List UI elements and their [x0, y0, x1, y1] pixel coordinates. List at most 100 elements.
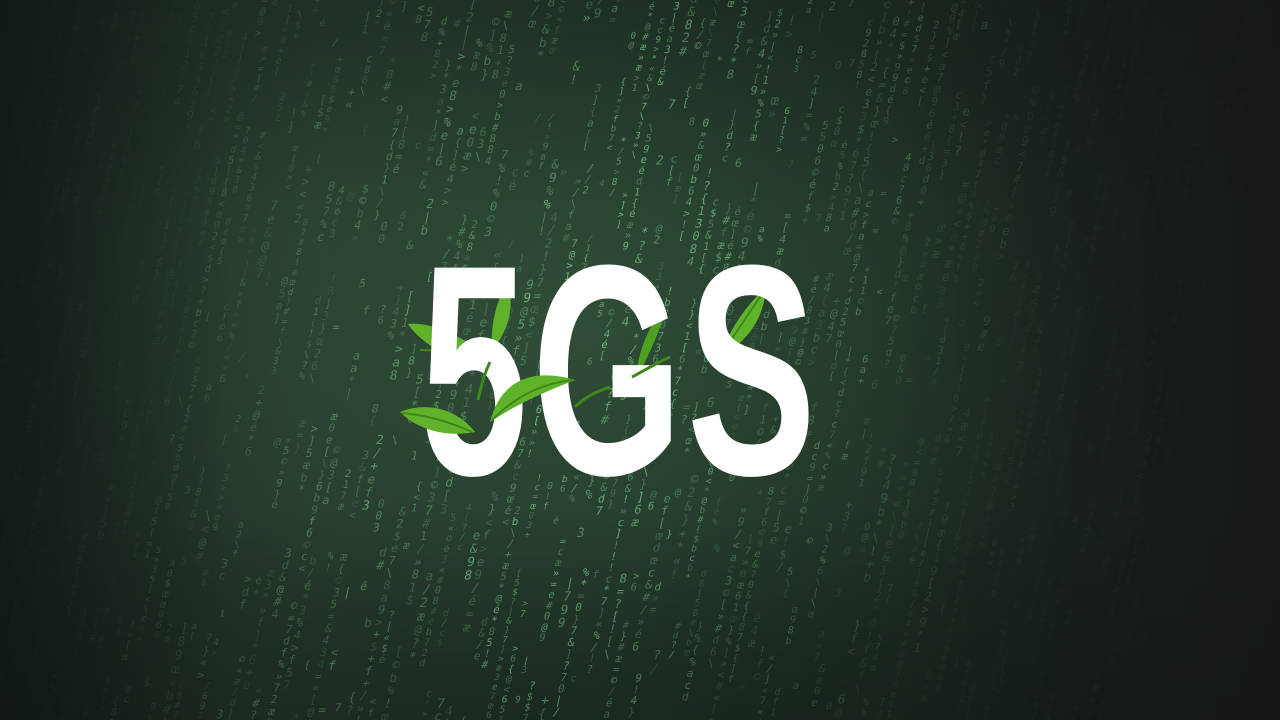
- svg-text:\: \: [1006, 17, 1014, 28]
- svg-text:|: |: [992, 696, 1001, 708]
- svg-text:>: >: [920, 603, 930, 617]
- svg-text:9: 9: [982, 314, 992, 328]
- svg-text:œ: œ: [830, 137, 840, 150]
- svg-text:f: f: [1150, 25, 1158, 36]
- svg-text:b: b: [1025, 109, 1035, 123]
- svg-text:!: !: [919, 301, 930, 316]
- svg-text:6: 6: [434, 154, 445, 169]
- svg-text:8: 8: [1192, 84, 1200, 95]
- svg-text:f: f: [591, 569, 599, 580]
- svg-text:2: 2: [1011, 66, 1020, 79]
- svg-text:&: &: [875, 91, 886, 105]
- svg-text:9: 9: [130, 292, 140, 306]
- svg-text:c: c: [123, 694, 131, 705]
- svg-text:!: !: [1121, 165, 1129, 176]
- svg-text:3: 3: [575, 526, 586, 541]
- svg-text:e: e: [1003, 211, 1013, 225]
- svg-text:5: 5: [810, 50, 818, 61]
- svg-text:1: 1: [885, 710, 893, 720]
- svg-text:5: 5: [26, 304, 35, 317]
- svg-text:9: 9: [749, 83, 759, 97]
- svg-text:%: %: [146, 713, 154, 720]
- svg-text:&: &: [1009, 271, 1019, 284]
- svg-text:{: {: [1044, 416, 1052, 427]
- svg-text:/: /: [225, 342, 233, 353]
- svg-text:f: f: [1063, 240, 1071, 251]
- svg-text:æ: æ: [937, 526, 948, 540]
- svg-text:a: a: [1043, 712, 1052, 720]
- svg-text:0: 0: [1224, 107, 1232, 118]
- svg-text:6: 6: [958, 242, 966, 253]
- svg-text:>: >: [1140, 73, 1148, 84]
- svg-text:!: !: [1132, 365, 1140, 376]
- svg-text:\: \: [1113, 454, 1121, 465]
- svg-text:c: c: [274, 113, 282, 124]
- svg-text:c: c: [217, 569, 227, 583]
- svg-text:%: %: [836, 161, 844, 172]
- svg-text:a: a: [919, 692, 928, 705]
- svg-text:!: !: [853, 80, 861, 91]
- svg-text:>: >: [210, 647, 218, 658]
- svg-text:%: %: [298, 371, 307, 383]
- svg-text:«: «: [250, 225, 258, 236]
- svg-text:>: >: [236, 234, 244, 245]
- svg-text:f: f: [762, 507, 770, 518]
- svg-text:]: ]: [399, 0, 409, 13]
- svg-text:7: 7: [954, 445, 964, 459]
- svg-text:=: =: [1130, 375, 1138, 386]
- svg-text:\: \: [307, 371, 317, 385]
- svg-text:2: 2: [1042, 427, 1050, 438]
- svg-text:+: +: [1042, 535, 1050, 546]
- svg-text:3: 3: [270, 366, 278, 377]
- svg-text:[: [: [1190, 267, 1198, 278]
- svg-text:»: »: [908, 55, 916, 66]
- svg-text:$: $: [436, 638, 444, 649]
- svg-text:b: b: [103, 605, 111, 616]
- svg-text:&: &: [505, 616, 513, 626]
- svg-text:$: $: [252, 162, 260, 173]
- svg-text:1: 1: [1089, 314, 1097, 325]
- svg-text:1: 1: [796, 516, 805, 528]
- svg-text:2: 2: [165, 624, 173, 635]
- svg-text:{: {: [1130, 684, 1138, 695]
- svg-text:f: f: [1107, 228, 1115, 239]
- svg-text:©: ©: [1044, 524, 1053, 535]
- svg-text:+: +: [1166, 325, 1176, 339]
- svg-text:?: ?: [167, 433, 176, 445]
- svg-text:*: *: [980, 139, 988, 150]
- svg-text:4: 4: [995, 559, 1003, 570]
- svg-text:}: }: [292, 441, 302, 455]
- svg-text:c: c: [316, 230, 326, 244]
- svg-text:9: 9: [756, 539, 764, 550]
- svg-text:9: 9: [1181, 310, 1189, 321]
- svg-text:0: 0: [1069, 410, 1077, 421]
- svg-text:1: 1: [769, 708, 777, 719]
- svg-text:%: %: [13, 472, 23, 486]
- svg-text:{: {: [1100, 20, 1108, 31]
- svg-text:©: ©: [1031, 83, 1042, 97]
- svg-text:*: *: [1002, 38, 1010, 49]
- svg-text:8: 8: [490, 68, 500, 82]
- svg-text:@: @: [1029, 656, 1037, 667]
- svg-text:$: $: [1014, 556, 1022, 567]
- svg-text:@: @: [978, 149, 986, 160]
- svg-text:?: ?: [585, 663, 594, 676]
- svg-text:9: 9: [882, 115, 891, 127]
- svg-text:2: 2: [396, 221, 405, 233]
- svg-text:1: 1: [192, 498, 200, 509]
- svg-text:{: {: [1073, 28, 1081, 39]
- svg-text:=: =: [1005, 347, 1013, 358]
- svg-text:\: \: [358, 86, 367, 98]
- svg-text:}: }: [1245, 141, 1253, 152]
- svg-text:3: 3: [1007, 503, 1015, 514]
- svg-text:%: %: [1264, 53, 1272, 64]
- svg-text:©: ©: [890, 216, 899, 228]
- svg-text:c: c: [1136, 94, 1144, 105]
- svg-text:{: {: [969, 21, 978, 34]
- svg-text:%: %: [1028, 96, 1039, 110]
- svg-text:>: >: [891, 135, 899, 146]
- svg-text:1: 1: [1036, 368, 1044, 379]
- svg-text:+: +: [310, 4, 321, 19]
- svg-text:<: <: [1035, 459, 1043, 470]
- svg-text:7: 7: [1014, 160, 1024, 174]
